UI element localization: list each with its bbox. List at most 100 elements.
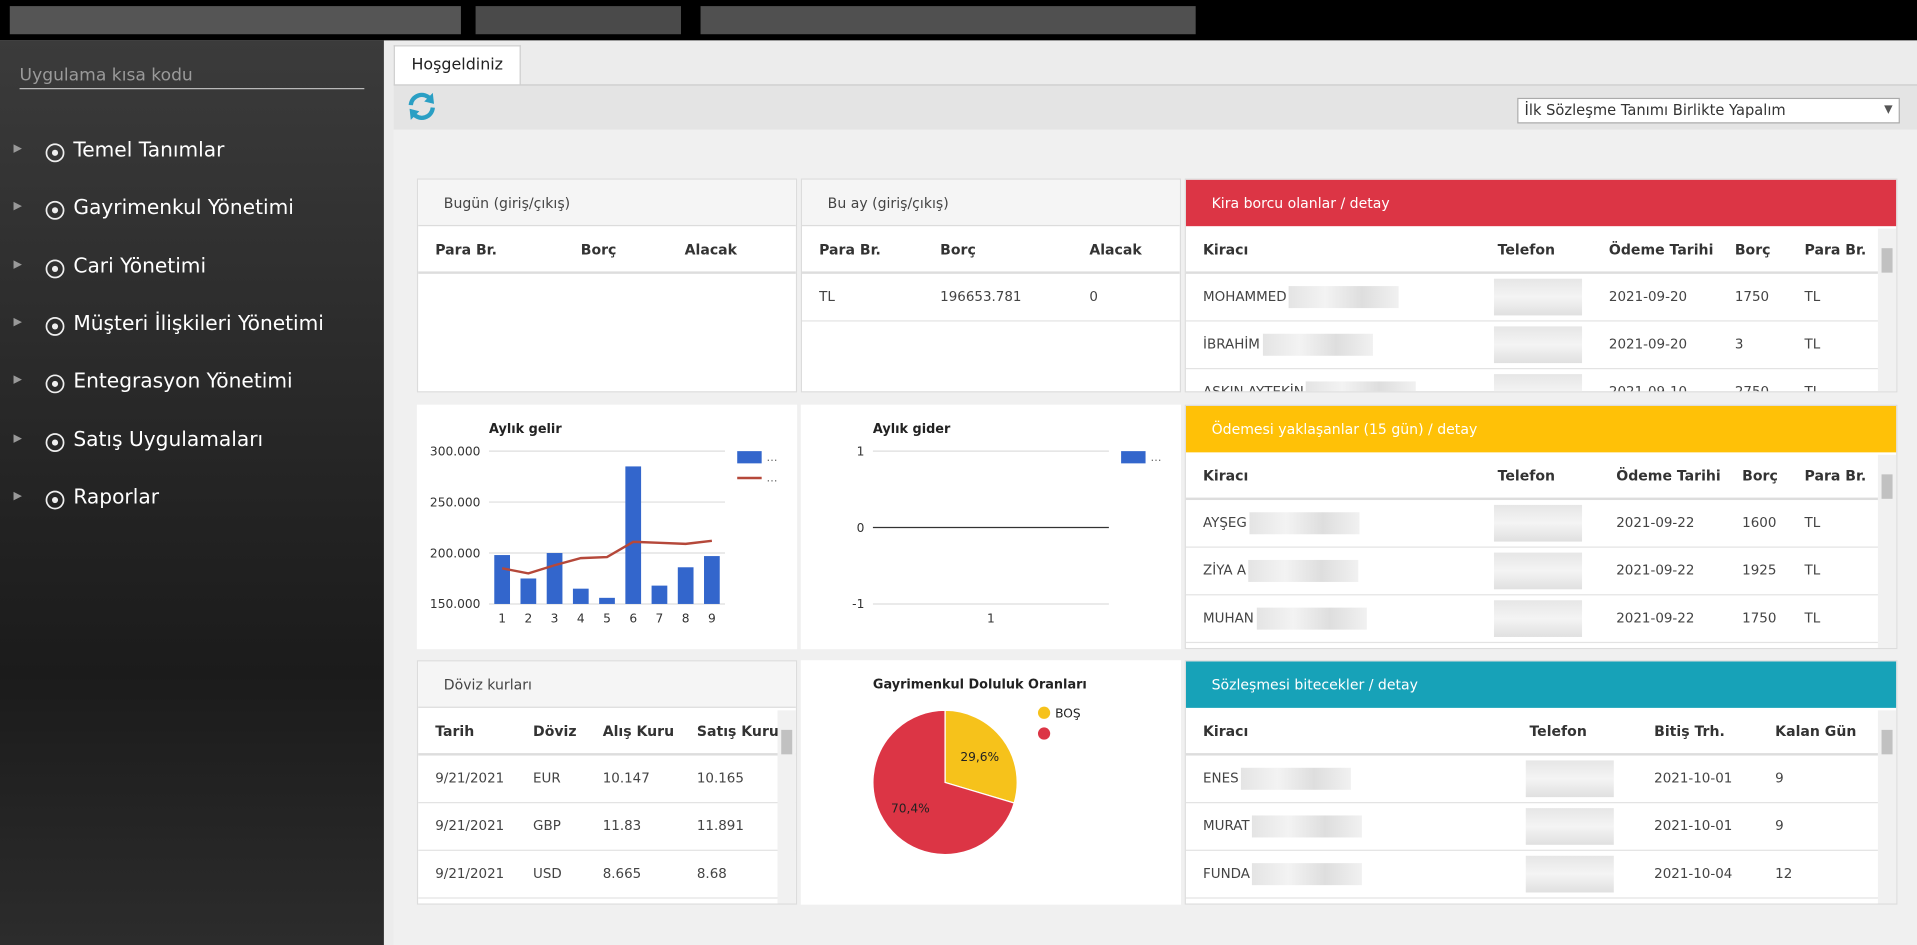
cell-text: 1925 <box>1742 562 1777 579</box>
menu-item[interactable]: ▶ Gayrimenkul Yönetimi <box>0 194 384 228</box>
table-row <box>802 274 1180 322</box>
search-input[interactable]: Uygulama kısa kodu <box>19 62 365 90</box>
cell-text: 2750 <box>1734 383 1770 393</box>
table-cell: TL <box>1805 595 1821 641</box>
table-cell: 9/21/2021 <box>435 851 504 897</box>
blurred-cell <box>1493 504 1583 542</box>
cell-text: 9/21/2021 <box>435 865 505 882</box>
column-header: Telefon <box>1529 722 1587 740</box>
y-tick-label: 150.000 <box>430 597 481 611</box>
legend-label: … <box>767 451 778 464</box>
scrollbar-thumb <box>1881 248 1893 273</box>
table-cell: TL <box>1805 274 1821 320</box>
legend-swatch <box>1037 727 1051 740</box>
table-row <box>1185 274 1897 322</box>
table-cell: 2021-10-01 <box>1654 803 1732 849</box>
scrollbar <box>1877 710 1897 904</box>
table-cell: 2021-09-20 <box>1609 274 1687 320</box>
table-cell: 2021-09-22 <box>1616 548 1694 594</box>
table-row <box>1185 851 1897 899</box>
menu-item[interactable]: ▶ Entegrasyon Yönetimi <box>0 367 384 401</box>
table-cell: 2021-09-22 <box>1616 500 1694 546</box>
cell-text: 11.891 <box>696 817 744 834</box>
menu-item[interactable]: ▶ Cari Yönetimi <box>0 251 384 285</box>
x-tick-label: 9 <box>708 611 716 625</box>
toolbar: İlk Sözleşme Tanımı Birlikte Yapalım ▼ <box>393 84 1917 130</box>
table-cell: TL <box>1805 548 1821 594</box>
table-cell: 11.83 <box>603 803 642 849</box>
panel-title: Bugün (giriş/çıkış) <box>418 179 796 227</box>
menu-icon <box>45 143 65 163</box>
chart-panel: Gayrimenkul Doluluk Oranları 29,6% BOŞ 70,4… <box>800 660 1182 905</box>
scrollbar-thumb <box>781 729 793 755</box>
tab[interactable]: Hoşgeldiniz <box>393 45 521 86</box>
cell-text: 2021-09-20 <box>1608 336 1688 353</box>
menu-label: Raporlar <box>73 485 159 509</box>
blurred-title <box>475 6 681 35</box>
cell-text: 9/21/2021 <box>435 770 505 787</box>
menu-item[interactable]: ▶ Müşteri İlişkileri Yönetimi <box>0 309 384 343</box>
refresh-button[interactable] <box>406 90 438 122</box>
table-cell: TL <box>1805 500 1821 546</box>
scrollbar <box>1877 454 1897 648</box>
menu-item[interactable]: ▶ Temel Tanımlar <box>0 136 384 170</box>
blurred-text <box>1252 815 1363 838</box>
column-header: Bitiş Trh. <box>1654 722 1725 740</box>
column-header: Kalan Gün <box>1775 722 1857 740</box>
menu-arrow: ▶ <box>13 374 22 387</box>
table-cell: 8.68 <box>697 851 727 897</box>
cell-text: İBRAHİM <box>1203 336 1260 353</box>
select-text: İlk Sözleşme Tanımı Birlikte Yapalım <box>1524 101 1786 119</box>
cell-text: 8.68 <box>696 865 727 882</box>
table-panel: Sözleşmesi bitecekler / detay Kiracı Telef… <box>1184 660 1898 905</box>
select[interactable]: İlk Sözleşme Tanımı Birlikte Yapalım ▼ <box>1517 97 1900 124</box>
column-header: Borç <box>940 240 976 258</box>
chart: Aylık gelir 150.000 200.000 250.000 300.000 1… <box>430 422 778 625</box>
table-row <box>1185 756 1897 804</box>
table-cell: 1750 <box>1735 274 1769 320</box>
select-arrow: ▼ <box>1884 103 1893 117</box>
y-tick-label: -1 <box>852 597 864 611</box>
bar <box>625 466 642 604</box>
menu-item[interactable]: ▶ Raporlar <box>0 483 384 517</box>
blurred-text <box>1252 863 1363 886</box>
bar <box>677 567 694 604</box>
table-cell: 0 <box>1089 274 1098 320</box>
bar <box>494 555 511 604</box>
menu-arrow: ▶ <box>13 258 22 271</box>
y-tick-label: 300.000 <box>430 444 481 458</box>
icon-shape <box>45 490 65 510</box>
icon-shape <box>51 323 59 330</box>
chart-title: Aylık gider <box>873 422 951 437</box>
panel-title: Bu ay (giriş/çıkış) <box>802 179 1180 227</box>
menu-arrow: ▶ <box>13 490 22 503</box>
pie-slice <box>872 709 1015 856</box>
cell-text: TL <box>1804 610 1821 626</box>
table-cell: 9 <box>1775 756 1784 802</box>
table-cell: TL <box>1805 369 1821 391</box>
table-cell: MUHAN <box>1203 595 1367 641</box>
menu-arrow: ▶ <box>13 316 22 329</box>
column-header: Tarih <box>435 722 475 740</box>
column-header: Para Br. <box>1804 467 1867 485</box>
cell-text: 9 <box>1775 817 1784 834</box>
bar <box>520 578 537 604</box>
x-tick-label: 1 <box>987 611 995 625</box>
menu-icon <box>45 490 65 510</box>
table-cell: 3 <box>1735 322 1744 368</box>
icon-shape <box>51 438 59 446</box>
menu-item[interactable]: ▶ Satış Uygulamaları <box>0 425 384 459</box>
table-row <box>1185 500 1897 548</box>
title-bar <box>0 0 1917 41</box>
menu-arrow: ▶ <box>13 200 22 214</box>
bar <box>704 556 720 604</box>
x-tick-label: 2 <box>524 611 532 625</box>
blurred-cell <box>1493 326 1583 364</box>
column-header: Kiracı <box>1203 240 1249 258</box>
cell-text: GBP <box>533 817 561 834</box>
column-header: Borç <box>580 240 617 258</box>
table-cell: 196653.781 <box>940 274 1021 320</box>
chart-panel: Aylık gelir 150.000 200.000 250.000 300.000 1… <box>416 404 798 650</box>
cell-text: 10.165 <box>696 770 744 787</box>
table-cell: İBRAHİM <box>1203 322 1373 368</box>
